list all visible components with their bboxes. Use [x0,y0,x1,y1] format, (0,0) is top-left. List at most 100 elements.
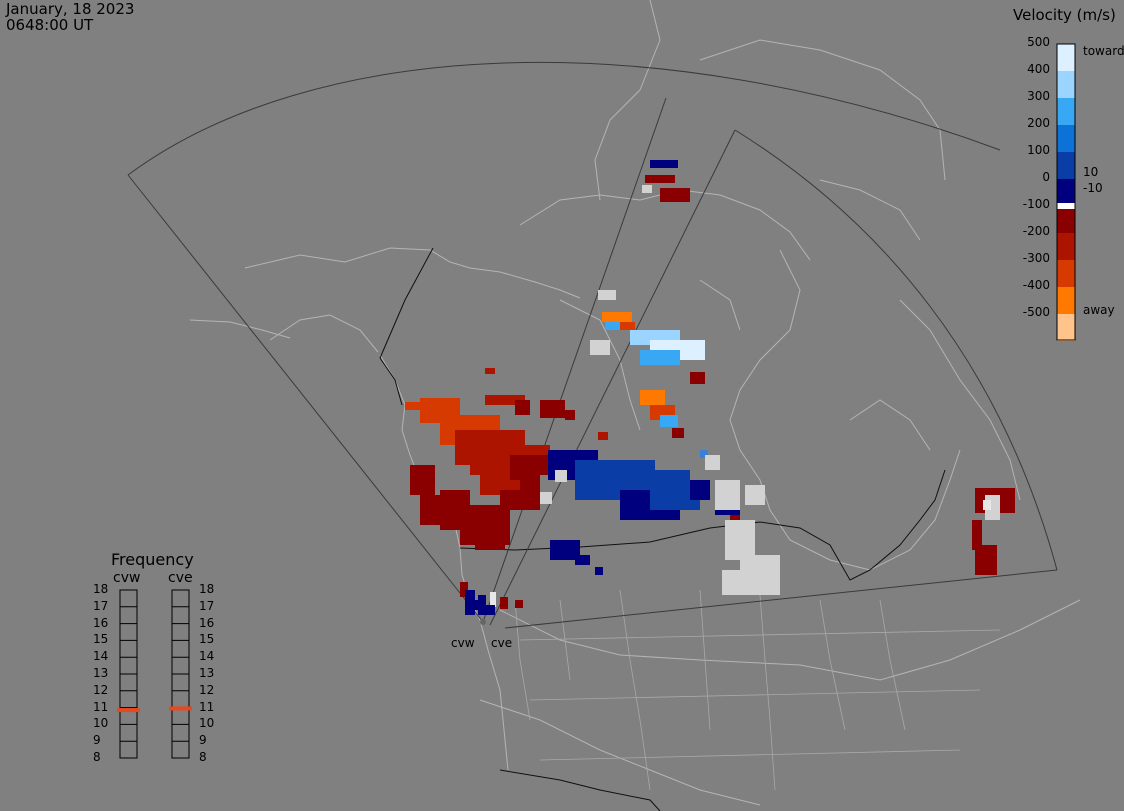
colorbar-band [1057,209,1075,233]
colorbar-tick-label: 200 [1027,116,1050,130]
velocity-cell [650,160,678,168]
frequency-level-left: 11 [93,699,109,714]
us-state-lines [514,589,1001,791]
velocity-cell [410,465,435,495]
velocity-cell [983,500,991,510]
velocity-cell [705,455,720,470]
velocity-cell [460,582,468,597]
frequency-level-left: 17 [93,598,109,613]
frequency-level-left: 16 [93,615,109,630]
velocity-cell [595,567,603,575]
velocity-cell [520,475,540,500]
colorbar-band [1057,152,1075,179]
colorbar-band [1057,44,1075,71]
frequency-radar-label-cvw: cvw [113,570,141,586]
frequency-level-right: 11 [199,699,215,714]
radar-label-cve: cve [491,636,513,650]
velocity-cell [405,402,425,410]
velocity-cell [620,322,635,330]
frequency-level-right: 13 [199,666,215,680]
velocity-cell [598,432,608,440]
date-label: January, 18 2023 [6,0,135,18]
colorbar-band [1057,71,1075,98]
colorbar-tick-label: -300 [1022,251,1050,265]
velocity-cell [602,312,632,322]
velocity-cell [690,480,710,500]
frequency-level-left: 15 [93,632,109,647]
frequency-level-right: 17 [199,598,215,613]
velocity-cell [540,492,552,504]
frequency-level-right: 14 [199,649,215,664]
colorbar-band [1057,98,1075,125]
frequency-level-right: 16 [199,615,215,630]
velocity-cell [605,322,630,330]
radar-label-cvw: cvw [451,636,475,650]
radar-site-marker [480,619,486,625]
frequency-level-right: 18 [199,582,215,596]
velocity-cell [478,595,486,615]
frequency-level-left: 12 [93,682,109,697]
velocity-cell [515,600,523,608]
velocity-cell [475,540,505,550]
colorbar-band [1057,287,1075,314]
colorbar-tick-label: 500 [1027,35,1050,49]
velocity-cell [725,520,755,560]
colorbar-away-label: away [1083,303,1115,317]
political-borders [379,247,946,811]
colorbar-band [1057,179,1075,203]
frequency-indicator-cvw [117,708,140,713]
frequency-level-left: 10 [93,716,109,731]
velocity-cell [640,350,680,365]
velocity-cell [690,372,705,384]
velocity-cell [485,605,495,615]
velocity-cell [490,592,496,607]
frequency-title: Frequency [111,550,194,569]
colorbar-frame [1056,43,1076,341]
frequency-indicators [117,589,192,759]
velocity-cell [470,600,480,610]
velocity-cell [460,505,510,545]
velocity-cell [485,368,495,374]
colorbar-band [1057,260,1075,287]
colorbar-tick-label: -200 [1022,224,1050,238]
velocity-cell [645,175,675,183]
frequency-indicator-cve [169,706,192,711]
velocity-colorbar [1056,43,1076,341]
velocity-cell [975,545,997,575]
velocity-cell [745,485,765,505]
colorbar-inner-pos-label: 10 [1083,165,1099,179]
frequency-level-left: 8 [93,750,101,764]
fov-outline [127,61,1058,629]
frequency-level-left: 13 [93,666,109,680]
velocity-cell [515,400,530,415]
frequency-level-right: 10 [199,716,215,731]
colorbar-band [1057,125,1075,152]
velocity-cell [485,395,525,405]
velocity-cell [715,480,740,510]
colorbar-tick-label: -100 [1022,197,1050,211]
frequency-level-left: 9 [93,733,101,748]
frequency-level-left: 14 [93,649,109,664]
velocity-cells [405,160,1015,615]
colorbar-tick-label: -500 [1022,305,1050,319]
velocity-cell [598,290,616,300]
frequency-level-right: 8 [199,750,207,764]
colorbar-title: Velocity (m/s) [1013,6,1116,24]
velocity-cell [672,428,684,438]
velocity-cell [660,415,678,427]
frequency-level-right: 9 [199,733,207,748]
frequency-level-left: 18 [93,582,109,596]
velocity-cell [500,597,508,609]
velocity-cell [575,555,590,565]
colorbar-tick-label: 400 [1027,62,1050,76]
velocity-cell [540,400,565,418]
time-label: 0648:00 UT [6,16,94,34]
velocity-cell [565,410,575,420]
colorbar-tick-label: 100 [1027,143,1050,157]
colorbar-band [1057,203,1075,209]
velocity-cell [722,570,747,595]
velocity-cell [660,188,690,202]
colorbar-toward-label: toward [1083,44,1124,58]
velocity-cell [642,185,652,193]
